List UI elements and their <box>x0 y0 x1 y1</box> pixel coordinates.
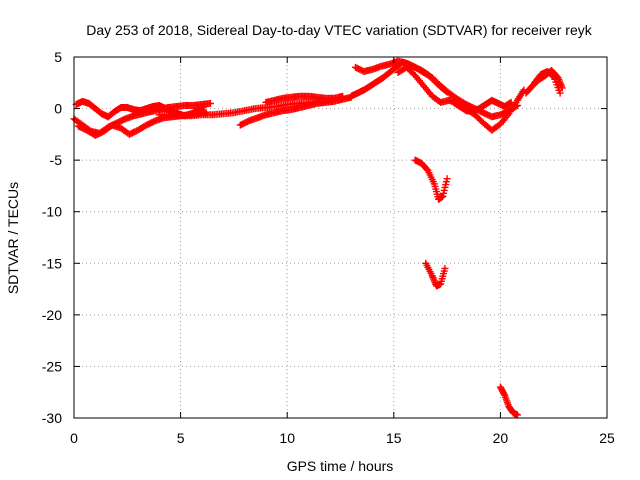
x-tick-label: 20 <box>493 430 509 446</box>
series-arc-m <box>411 156 451 203</box>
data-point <box>556 89 564 97</box>
y-tick-label: -30 <box>42 410 62 426</box>
data-point <box>339 92 347 100</box>
series-arc-f <box>262 92 347 106</box>
series-arc-j <box>449 96 515 116</box>
data-point <box>200 103 208 111</box>
x-tick-label: 10 <box>279 430 295 446</box>
y-tick-label: -10 <box>42 204 62 220</box>
y-axis-title: SDTVAR / TECUs <box>5 182 21 294</box>
x-tick-label: 15 <box>386 430 402 446</box>
x-tick-label: 25 <box>599 430 615 446</box>
series-arc-l <box>531 67 564 97</box>
data-point <box>549 72 557 80</box>
series-arc-n <box>422 259 449 290</box>
axis-ticks <box>73 56 608 419</box>
y-tick-label: -20 <box>42 307 62 323</box>
chart-title: Day 253 of 2018, Sidereal Day-to-day VTE… <box>86 22 592 38</box>
x-axis-title: GPS time / hours <box>287 458 394 474</box>
data-point <box>443 175 451 183</box>
y-tick-label: -25 <box>42 358 62 374</box>
data-point <box>441 264 449 272</box>
y-tick-label: 5 <box>54 49 62 65</box>
y-tick-labels: 5 0 -5 -10 -15 -20 -25 -30 <box>42 49 62 426</box>
y-tick-label: 0 <box>54 101 62 117</box>
x-tick-labels: 0 5 10 15 20 25 <box>70 430 615 446</box>
data-point <box>500 390 508 398</box>
y-tick-label: -15 <box>42 255 62 271</box>
data-point <box>206 99 214 107</box>
series-arc-h <box>351 57 521 121</box>
data-points <box>70 57 566 419</box>
series-arc-o <box>496 383 521 419</box>
data-point <box>513 411 521 419</box>
plot-frame <box>73 56 608 419</box>
x-tick-label: 5 <box>177 430 185 446</box>
y-tick-label: -5 <box>50 152 63 168</box>
x-tick-label: 0 <box>70 430 78 446</box>
data-point <box>507 98 515 106</box>
